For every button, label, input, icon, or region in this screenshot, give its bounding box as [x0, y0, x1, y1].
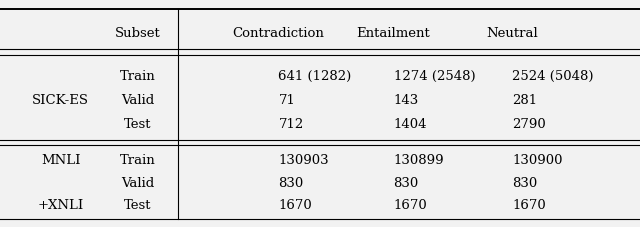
Text: 71: 71	[278, 93, 295, 106]
Text: 1274 (2548): 1274 (2548)	[394, 69, 476, 83]
Text: Train: Train	[120, 69, 156, 83]
Text: 830: 830	[394, 176, 419, 189]
Text: Subset: Subset	[115, 26, 161, 39]
Text: 641 (1282): 641 (1282)	[278, 69, 351, 83]
Text: SICK-ES: SICK-ES	[32, 93, 90, 106]
Text: +XNLI: +XNLI	[38, 198, 84, 211]
Text: 1404: 1404	[394, 117, 427, 130]
Text: 2790: 2790	[512, 117, 546, 130]
Text: Contradiction: Contradiction	[232, 26, 324, 39]
Text: 130903: 130903	[278, 153, 329, 167]
Text: 143: 143	[394, 93, 419, 106]
Text: Test: Test	[124, 117, 151, 130]
Text: Valid: Valid	[121, 176, 154, 189]
Text: 830: 830	[512, 176, 537, 189]
Text: 130900: 130900	[512, 153, 563, 167]
Text: 1670: 1670	[394, 198, 428, 211]
Text: Valid: Valid	[121, 93, 154, 106]
Text: Train: Train	[120, 153, 156, 167]
Text: MNLI: MNLI	[41, 153, 81, 167]
Text: 281: 281	[512, 93, 537, 106]
Text: Neutral: Neutral	[486, 26, 538, 39]
Text: 2524 (5048): 2524 (5048)	[512, 69, 593, 83]
Text: 830: 830	[278, 176, 303, 189]
Text: 1670: 1670	[512, 198, 546, 211]
Text: 130899: 130899	[394, 153, 444, 167]
Text: 1670: 1670	[278, 198, 312, 211]
Text: Entailment: Entailment	[356, 26, 431, 39]
Text: 712: 712	[278, 117, 303, 130]
Text: Test: Test	[124, 198, 151, 211]
